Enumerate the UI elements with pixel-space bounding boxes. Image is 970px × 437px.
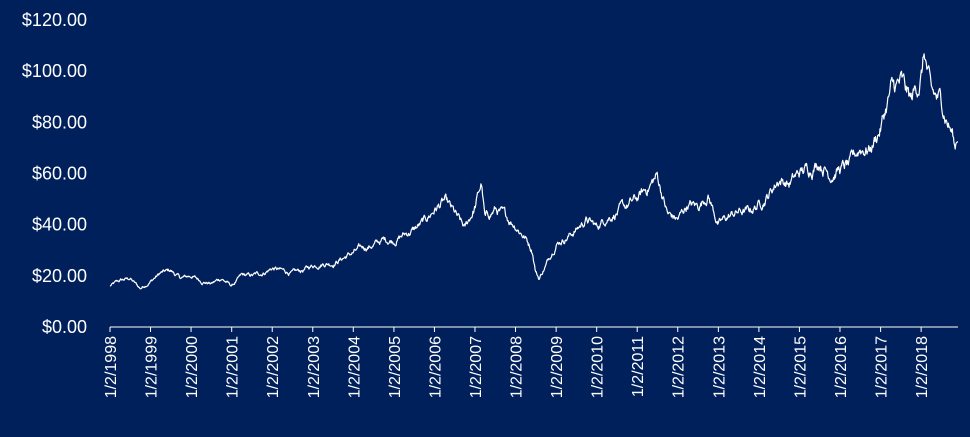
x-tick-label: 1/2/2000 bbox=[184, 336, 201, 398]
price-line bbox=[109, 53, 959, 290]
x-tick-label: 1/2/2015 bbox=[792, 336, 809, 398]
y-tick-label: $100.00 bbox=[22, 61, 87, 81]
y-tick-label: $20.00 bbox=[32, 266, 87, 286]
y-tick-label: $60.00 bbox=[32, 164, 87, 184]
x-tick-label: 1/2/2001 bbox=[225, 336, 242, 398]
x-tick-label: 1/2/2017 bbox=[874, 336, 891, 398]
x-axis: 1/2/1998 1/2/1999 1/2/2000 1/2/2001 1/2/2002… bbox=[103, 326, 958, 398]
x-tick-label: 1/2/2008 bbox=[509, 336, 526, 398]
x-tick-label: 1/2/2011 bbox=[630, 336, 647, 397]
x-tick-label: 1/2/2005 bbox=[387, 336, 404, 398]
x-tick-label: 1/2/2002 bbox=[265, 336, 282, 398]
y-tick-label: $40.00 bbox=[32, 215, 87, 235]
x-tick-label: 1/2/2004 bbox=[346, 336, 363, 398]
y-tick-label: $0.00 bbox=[42, 317, 87, 337]
x-tick-label: 1/2/2006 bbox=[427, 336, 444, 398]
x-tick-label: 1/2/2003 bbox=[306, 336, 323, 398]
y-axis-labels: $0.00 $20.00 $40.00 $60.00 $80.00 $100.00 $120… bbox=[22, 10, 87, 337]
y-tick-label: $80.00 bbox=[32, 112, 87, 132]
x-tick-label: 1/2/2018 bbox=[914, 336, 931, 398]
x-tick-label: 1/2/2016 bbox=[833, 336, 850, 398]
x-tick-label: 1/2/2013 bbox=[711, 336, 728, 398]
x-tick-label: 1/2/2014 bbox=[752, 336, 769, 398]
x-tick-label: 1/2/2009 bbox=[549, 336, 566, 398]
y-tick-label: $120.00 bbox=[22, 10, 87, 30]
x-tick-label: 1/2/2010 bbox=[590, 336, 607, 398]
x-tick-label: 1/2/1999 bbox=[144, 336, 161, 398]
x-tick-label: 1/2/2007 bbox=[468, 336, 485, 398]
x-tick-label: 1/2/2012 bbox=[671, 336, 688, 398]
x-tick-label: 1/2/1998 bbox=[103, 336, 120, 398]
